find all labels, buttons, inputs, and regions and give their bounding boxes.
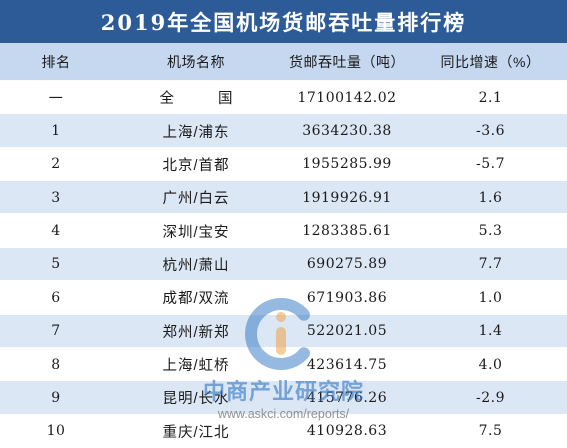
airport-cell: 广州/白云: [112, 181, 280, 214]
airport-cell: 深圳/宝安: [112, 214, 280, 247]
airport-cell: 成都/双流: [112, 281, 280, 314]
cargo-cell: 410928.63: [280, 415, 414, 448]
column-header-cargo: 货邮吞吐量（吨）: [280, 43, 414, 81]
cargo-cell: 522021.05: [280, 315, 414, 348]
growth-cell: 4.0: [414, 348, 567, 381]
table-row: 5 杭州/萧山 690275.89 7.7: [0, 247, 567, 282]
column-header-rank: 排名: [0, 43, 112, 81]
ranking-table: 排名 机场名称 货邮吞吐量（吨） 同比增速（%） 一全国 17100142.02 2…: [0, 43, 567, 448]
table-header: 排名 机场名称 货邮吞吐量（吨） 同比增速（%）: [0, 43, 567, 81]
cargo-cell: 415776.26: [280, 381, 414, 414]
airport-cell: 郑州/新郑: [112, 315, 280, 348]
cargo-cell: 1919926.91: [280, 181, 414, 214]
rank-cell: 3: [0, 181, 112, 214]
table-row: 7 郑州/新郑 522021.05 1.4: [0, 314, 567, 348]
rank-cell: 一: [0, 81, 112, 114]
column-header-growth: 同比增速（%）: [414, 43, 567, 81]
cargo-cell: 671903.86: [280, 281, 414, 314]
table-row: 1 上海/浦东 3634230.38 -3.6: [0, 114, 567, 148]
cargo-cell: 423614.75: [280, 348, 414, 381]
rank-cell: 8: [0, 348, 112, 381]
rank-cell: 1: [0, 114, 112, 147]
column-header-airport: 机场名称: [112, 43, 280, 81]
growth-cell: 7.5: [414, 415, 567, 448]
airport-cell: 北京/首都: [112, 148, 280, 181]
table-row: 9 昆明/长水 415776.26 -2.9: [0, 381, 567, 415]
rank-cell: 4: [0, 214, 112, 247]
table-title: 2019年全国机场货邮吞吐量排行榜: [0, 0, 567, 43]
rank-cell: 5: [0, 248, 112, 281]
rank-cell: 7: [0, 315, 112, 348]
cargo-cell: 1955285.99: [280, 148, 414, 181]
cargo-cell: 690275.89: [280, 248, 414, 281]
growth-cell: 1.4: [414, 315, 567, 348]
growth-cell: -5.7: [414, 148, 567, 181]
airport-cell: 上海/浦东: [112, 114, 280, 147]
table-row: 3 广州/白云 1919926.91 1.6: [0, 181, 567, 215]
growth-cell: -3.6: [414, 114, 567, 147]
rank-cell: 2: [0, 148, 112, 181]
table-row: 8 上海/虹桥 423614.75 4.0: [0, 348, 567, 381]
airport-cell: 杭州/萧山: [112, 248, 280, 281]
cargo-cell: 1283385.61: [280, 214, 414, 247]
header-row: 排名 机场名称 货邮吞吐量（吨） 同比增速（%）: [0, 43, 567, 81]
table-row: 2 北京/首都 1955285.99 -5.7: [0, 148, 567, 181]
table-row-total: 一全国 17100142.02 2.1: [0, 81, 567, 114]
table-row: 4 深圳/宝安 1283385.61 5.3: [0, 214, 567, 247]
rank-cell: 9: [0, 381, 112, 414]
table-body: 一全国 17100142.02 2.1 1 上海/浦东 3634230.38 -3.6 2 北京…: [0, 81, 567, 448]
table-row: 6 成都/双流 671903.86 1.0: [0, 281, 567, 314]
table-row: 10 重庆/江北 410928.63 7.5: [0, 415, 567, 448]
growth-cell: 7.7: [414, 248, 567, 281]
cargo-cell: 3634230.38: [280, 114, 414, 147]
cargo-cell: 17100142.02: [280, 81, 414, 114]
growth-cell: 2.1: [414, 81, 567, 114]
rank-cell: 6: [0, 281, 112, 314]
growth-cell: -2.9: [414, 381, 567, 414]
airport-cell: 昆明/长水: [112, 381, 280, 414]
airport-cell: 全国: [112, 81, 280, 114]
growth-cell: 1.0: [414, 281, 567, 314]
growth-cell: 1.6: [414, 181, 567, 214]
airport-cell: 上海/虹桥: [112, 348, 280, 381]
airport-cell: 重庆/江北: [112, 415, 280, 448]
rank-cell: 10: [0, 415, 112, 448]
growth-cell: 5.3: [414, 214, 567, 247]
